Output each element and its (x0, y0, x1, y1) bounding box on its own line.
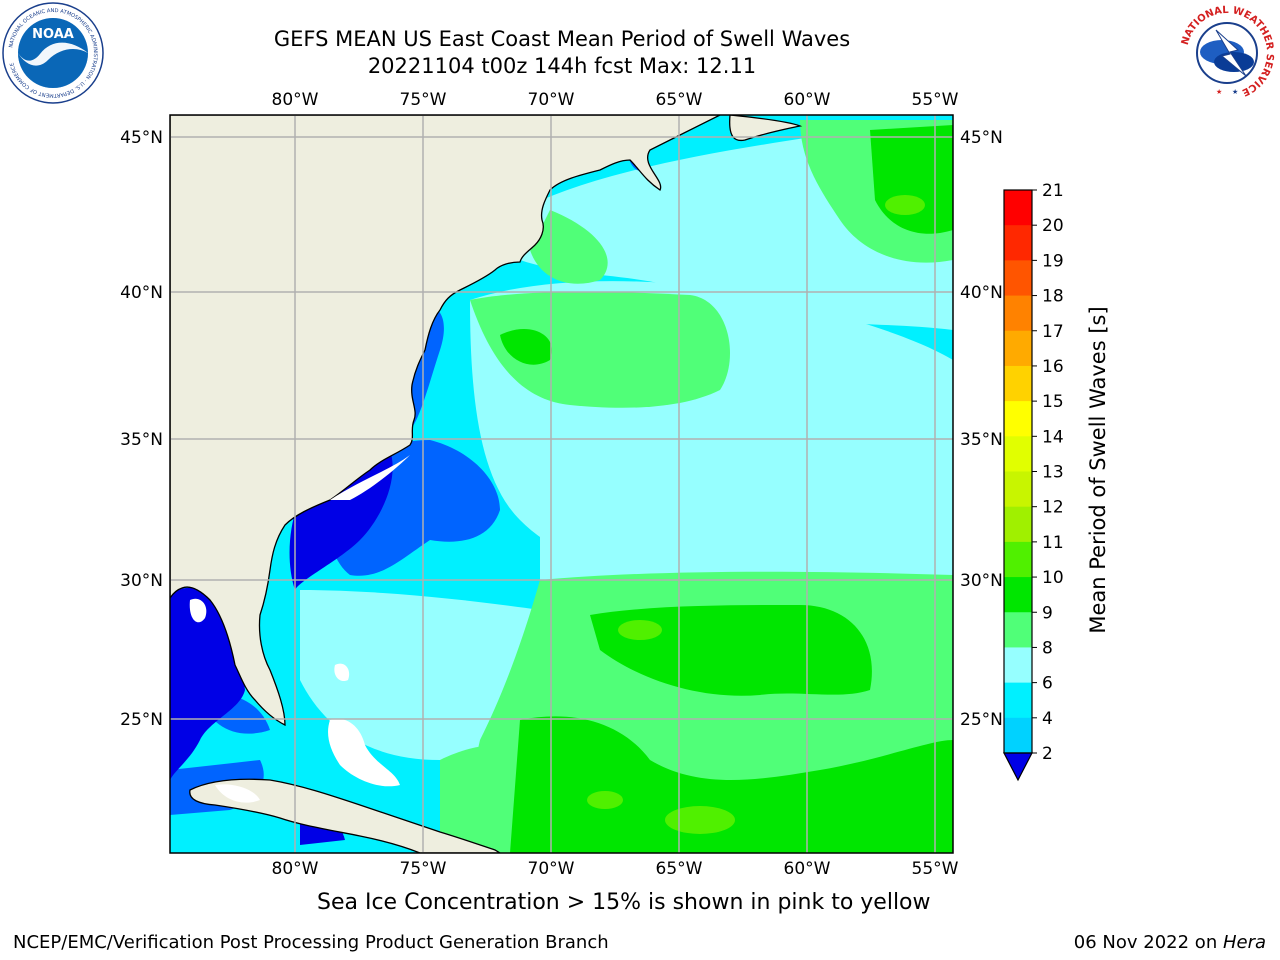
latitude-labels-right: 45°N 40°N 35°N 30°N 25°N (960, 128, 1003, 730)
colorbar-segment (1004, 401, 1032, 437)
colorbar-tick-label: 2 (1042, 744, 1053, 764)
colorbar-tick-label: 12 (1042, 498, 1064, 518)
lat-label-right: 25°N (960, 710, 1003, 730)
colorbar-tick-label: 10 (1042, 568, 1064, 588)
colorbar-tick-label: 16 (1042, 357, 1064, 377)
colorbar-segment (1004, 647, 1032, 684)
colorbar-tick-label: 11 (1042, 533, 1064, 553)
lon-label-top: 75°W (400, 90, 447, 110)
period-11-12-regions (587, 195, 925, 834)
colorbar-segment (1004, 541, 1032, 578)
footer-date: 06 Nov 2022 on Hera (1073, 932, 1266, 953)
lat-label-right: 45°N (960, 128, 1003, 148)
lon-label-bottom: 60°W (784, 859, 831, 879)
colorbar-segment (1004, 225, 1032, 261)
lon-label-top: 65°W (656, 90, 703, 110)
colorbar-segment (1004, 190, 1032, 226)
lat-label-left: 30°N (120, 571, 163, 591)
colorbar-extension (1003, 752, 1033, 782)
swell-period-field (170, 115, 953, 853)
map-frame (169, 114, 954, 854)
map-gridlines (170, 115, 953, 853)
lat-label-right: 30°N (960, 571, 1003, 591)
colorbar-segment (1004, 365, 1032, 402)
colorbar-segment (1004, 260, 1032, 297)
lat-label-right: 35°N (960, 430, 1003, 450)
colorbar-tick-label: 19 (1042, 251, 1064, 271)
chart-subtitle: 20221104 t00z 144h fcst Max: 12.11 (367, 54, 757, 78)
colorbar-segment (1004, 295, 1032, 332)
colorbar: 21 20 19 18 17 16 15 14 13 12 11 10 9 8 6 4 2 (1003, 181, 1064, 782)
lon-label-bottom: 75°W (400, 859, 447, 879)
lon-label-bottom: 80°W (272, 859, 319, 879)
colorbar-segment (1004, 330, 1032, 367)
lon-label-bottom: 65°W (656, 859, 703, 879)
lon-label-top: 55°W (912, 90, 959, 110)
longitude-labels-bottom: 80°W 75°W 70°W 65°W 60°W 55°W (272, 859, 959, 879)
lat-label-left: 40°N (120, 283, 163, 303)
lat-label-left: 35°N (120, 430, 163, 450)
north-america-land (170, 115, 721, 727)
colorbar-segment (1004, 436, 1032, 472)
svg-text:★: ★ (1232, 88, 1238, 96)
colorbar-tick-label: 18 (1042, 287, 1064, 307)
colorbar-tick-label: 9 (1042, 603, 1053, 623)
lon-label-top: 60°W (784, 90, 831, 110)
lat-label-left: 45°N (120, 128, 163, 148)
noaa-logo: NATIONAL OCEANIC AND ATMOSPHERIC ADMINIS… (2, 2, 104, 104)
longitude-labels-top: 80°W 75°W 70°W 65°W 60°W 55°W (272, 90, 959, 110)
footer-credit: NCEP/EMC/Verification Post Processing Pr… (13, 932, 609, 953)
svg-text:★: ★ (1216, 88, 1222, 96)
lon-label-bottom: 70°W (528, 859, 575, 879)
noaa-logo-text: NOAA (32, 27, 74, 42)
colorbar-tick-label: 4 (1042, 709, 1053, 729)
colorbar-segment (1004, 577, 1032, 613)
colorbar-tick-label: 6 (1042, 674, 1053, 694)
colorbar-segment (1004, 471, 1032, 508)
colorbar-tick-label: 21 (1042, 181, 1064, 201)
lon-label-top: 70°W (528, 90, 575, 110)
colorbar-tick-label: 20 (1042, 216, 1064, 236)
colorbar-segment (1004, 612, 1032, 648)
colorbar-tick-label: 8 (1042, 638, 1053, 658)
colorbar-tick-label: 14 (1042, 427, 1064, 447)
chart-title: GEFS MEAN US East Coast Mean Period of S… (273, 27, 851, 51)
lat-label-right: 40°N (960, 283, 1003, 303)
shallow-bank-areas (189, 455, 410, 803)
colorbar-tick-label: 13 (1042, 463, 1064, 483)
period-10-11-regions (500, 125, 953, 853)
colorbar-segment (1004, 506, 1032, 543)
colorbar-tick-label: 15 (1042, 392, 1064, 412)
lat-label-left: 25°N (120, 710, 163, 730)
colorbar-tick-label: 17 (1042, 322, 1064, 342)
nws-logo: NATIONAL WEATHER SERVICE ★ ★ (1177, 3, 1277, 103)
lon-label-top: 80°W (272, 90, 319, 110)
sea-ice-caption: Sea Ice Concentration > 15% is shown in … (317, 890, 931, 915)
footer-machine: Hera (1222, 932, 1266, 953)
latitude-labels-left: 45°N 40°N 35°N 30°N 25°N (120, 128, 163, 730)
colorbar-segment (1004, 682, 1032, 719)
colorbar-segment (1004, 717, 1032, 754)
lon-label-bottom: 55°W (912, 859, 959, 879)
